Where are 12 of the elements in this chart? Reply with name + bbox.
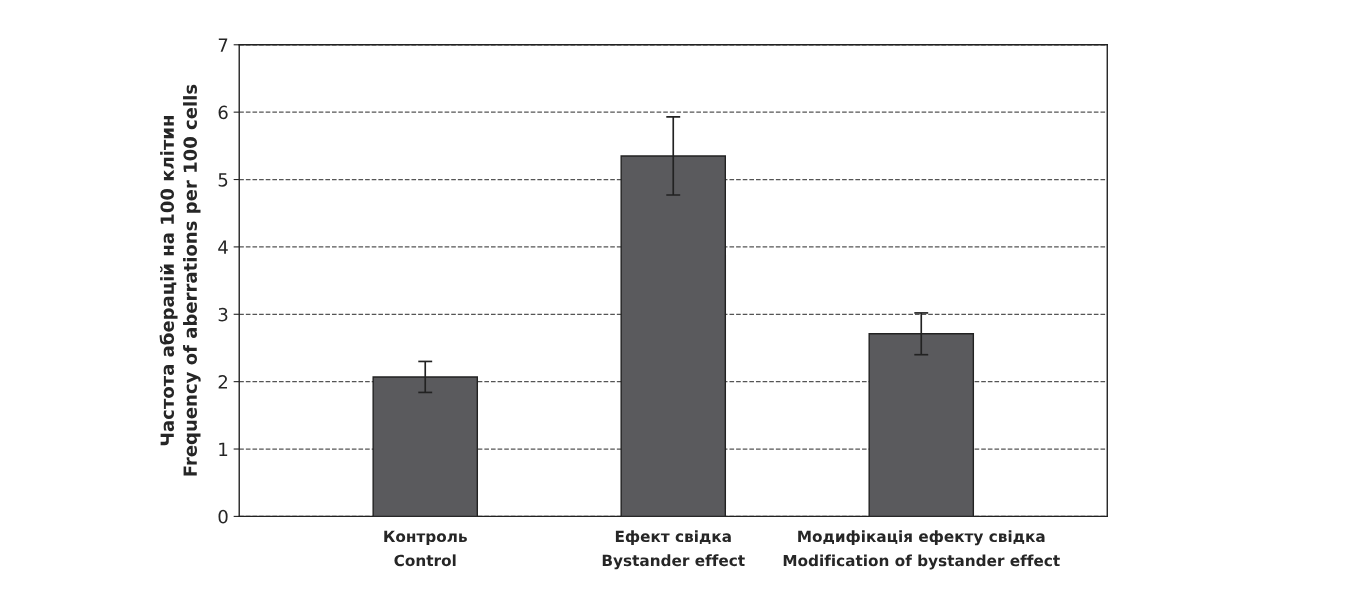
y-tick-label: 1: [219, 442, 228, 456]
y-tick-label: 6: [218, 105, 228, 120]
x-tick-label: Модифікація ефекту свідка Modification of bystander effect: [783, 530, 1060, 570]
y-tick-label: 5: [218, 173, 228, 187]
y-tick-label: 2: [218, 375, 227, 389]
y-tick-label: 3: [218, 307, 228, 322]
y-tick-label: 7: [218, 38, 228, 52]
y-axis-title: Частота аберацій на 100 клітин Frequency of aberrations per 100 cells: [159, 84, 201, 476]
x-tick-label: Контроль Control: [384, 530, 467, 567]
y-tick-label: 0: [218, 509, 228, 524]
y-tick-label: 4: [218, 240, 228, 254]
x-tick-label: Ефект свідка Bystander effect: [602, 530, 745, 570]
